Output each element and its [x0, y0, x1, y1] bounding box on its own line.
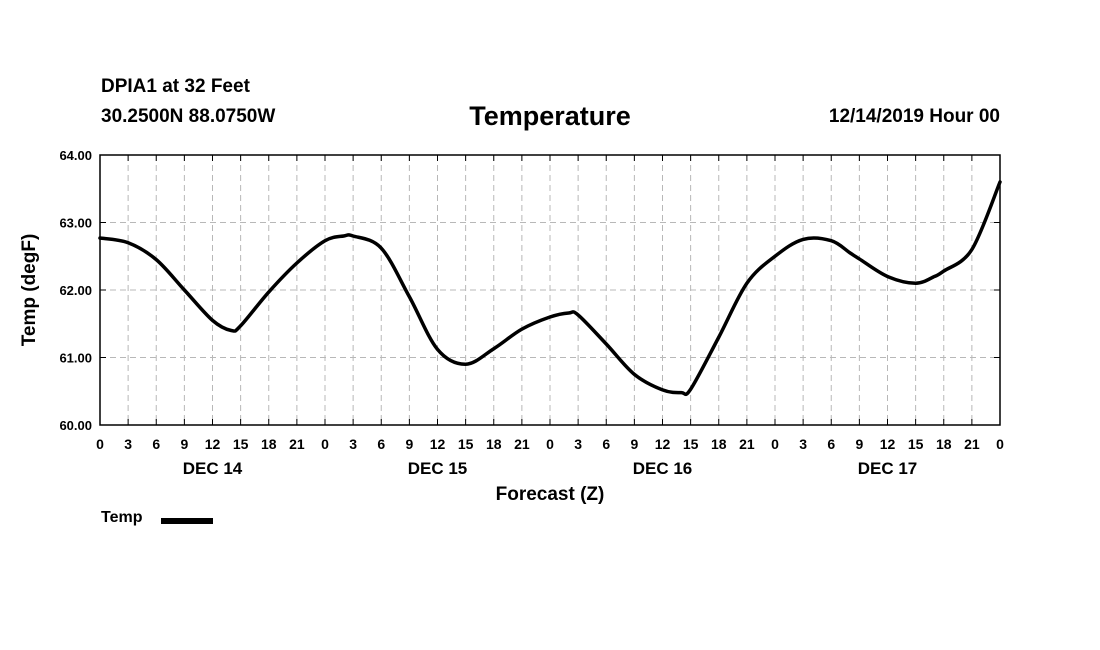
x-tick-label: 6 — [602, 436, 610, 452]
y-tick-label: 62.00 — [59, 283, 92, 298]
x-tick-label: 6 — [377, 436, 385, 452]
axis-ticks — [99, 154, 1001, 426]
x-tick-label: 12 — [655, 436, 671, 452]
forecast-run-time: 12/14/2019 Hour 00 — [828, 106, 1000, 127]
x-tick-label: 18 — [486, 436, 502, 452]
x-tick-label: 18 — [261, 436, 277, 452]
x-tick-label: 9 — [855, 436, 863, 452]
y-tick-label: 60.00 — [59, 418, 92, 433]
day-label: DEC 15 — [408, 459, 468, 478]
x-tick-label: 9 — [180, 436, 188, 452]
chart-title: Temperature — [469, 101, 631, 131]
station-coordinates: 30.2500N 88.0750W — [101, 106, 276, 127]
day-label: DEC 17 — [858, 459, 918, 478]
x-tick-label: 15 — [458, 436, 474, 452]
x-tick-label: 9 — [630, 436, 638, 452]
x-tick-label: 6 — [827, 436, 835, 452]
x-tick-label: 12 — [205, 436, 221, 452]
x-tick-label: 0 — [996, 436, 1004, 452]
x-tick-label: 3 — [799, 436, 807, 452]
x-tick-label: 6 — [152, 436, 160, 452]
plot-frame — [99, 154, 1001, 426]
y-tick-label: 63.00 — [59, 216, 92, 231]
legend-swatch-temp — [161, 518, 213, 524]
x-tick-label: 3 — [574, 436, 582, 452]
day-label: DEC 16 — [633, 459, 693, 478]
y-tick-labels: 60.00 61.00 62.00 63.00 64.00 — [59, 148, 92, 433]
x-tick-label: 3 — [124, 436, 132, 452]
x-tick-label: 21 — [514, 436, 530, 452]
x-tick-label: 15 — [908, 436, 924, 452]
grid-lines — [100, 155, 1000, 425]
y-tick-label: 61.00 — [59, 351, 92, 366]
x-axis-title: Forecast (Z) — [496, 484, 605, 505]
x-tick-label: 21 — [964, 436, 980, 452]
x-tick-labels: 0 3 6 9 12 15 18 21 0 3 6 9 12 15 18 21 0 3 6 9 12 15 18 21 0 3 6 9… — [96, 436, 1004, 452]
x-tick-label: 0 — [321, 436, 329, 452]
x-tick-label: 0 — [96, 436, 104, 452]
x-tick-label: 18 — [936, 436, 952, 452]
x-tick-label: 15 — [233, 436, 249, 452]
x-tick-label: 21 — [739, 436, 755, 452]
x-tick-label: 3 — [349, 436, 357, 452]
x-tick-label: 18 — [711, 436, 727, 452]
x-tick-label: 15 — [683, 436, 699, 452]
y-tick-label: 64.00 — [59, 148, 92, 163]
day-label: DEC 14 — [183, 459, 243, 478]
x-tick-label: 0 — [546, 436, 554, 452]
series-line-temp — [98, 180, 1002, 397]
x-tick-label: 9 — [405, 436, 413, 452]
x-tick-label: 21 — [289, 436, 305, 452]
legend-label-temp: Temp — [101, 509, 143, 526]
day-labels: DEC 14 DEC 15 DEC 16 DEC 17 — [183, 459, 918, 478]
station-name: DPIA1 at 32 Feet — [101, 76, 250, 97]
x-tick-label: 12 — [880, 436, 896, 452]
y-axis-title: Temp (degF) — [19, 234, 40, 347]
x-tick-label: 0 — [771, 436, 779, 452]
x-tick-label: 12 — [430, 436, 446, 452]
